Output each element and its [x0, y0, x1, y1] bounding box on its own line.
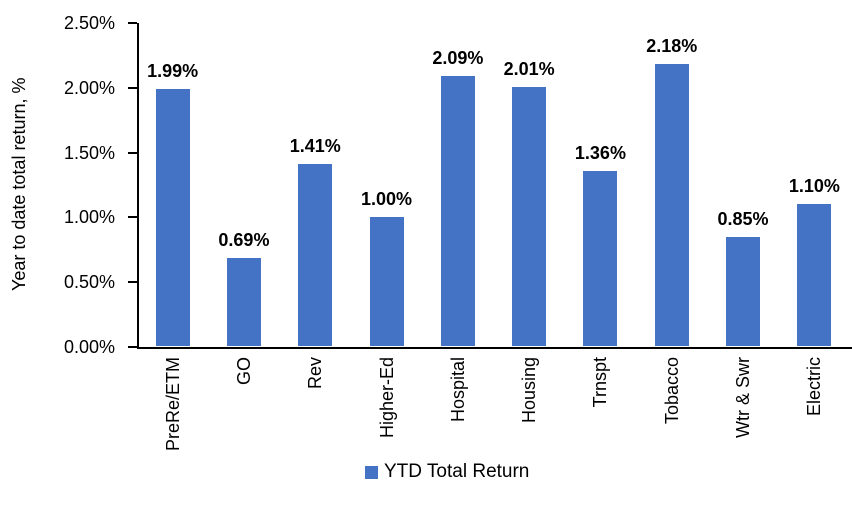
bar-value-label: 1.99% [147, 61, 199, 82]
bar [369, 217, 404, 346]
bar [583, 170, 618, 346]
bar-value-label: 2.18% [646, 36, 698, 57]
x-axis-label: Hospital [447, 357, 468, 423]
x-axis-label: PreRe/ETM [162, 357, 183, 452]
bar-value-label: 0.69% [218, 229, 270, 250]
bar-value-label: 2.01% [503, 58, 555, 79]
y-axis-tick-label: 1.00% [63, 207, 115, 228]
bar [797, 204, 832, 346]
y-axis-tick [128, 22, 137, 24]
x-axis-label: Trnspt [590, 357, 611, 408]
bar-value-label: 1.36% [574, 142, 626, 163]
bar [654, 64, 689, 346]
x-axis-label: Rev [305, 357, 326, 390]
legend-swatch-icon [365, 465, 378, 479]
bar-value-label: 0.85% [717, 208, 769, 229]
bar [726, 236, 761, 346]
bar [226, 257, 261, 346]
y-axis-tick [128, 346, 137, 348]
x-axis-label: Electric [804, 357, 825, 417]
bar [298, 164, 333, 346]
bar-value-label: 2.09% [432, 48, 484, 69]
bar [155, 89, 190, 346]
bar [512, 86, 547, 346]
y-axis-tick-label: 0.00% [63, 337, 115, 357]
y-axis-tick [128, 151, 137, 154]
y-axis-tick-label: 0.50% [63, 272, 115, 293]
x-axis-label: GO [233, 357, 254, 386]
bar [440, 76, 475, 346]
x-axis-label: Higher-Ed [376, 357, 397, 439]
x-axis-label: Wtr & Swr [733, 357, 754, 438]
bar-value-label: 1.00% [361, 189, 413, 210]
y-axis-tick [128, 281, 137, 284]
y-axis-tick-label: 1.50% [63, 142, 115, 163]
legend: YTD Total Return [365, 461, 529, 483]
y-axis-tick [128, 216, 137, 219]
x-axis-label: Housing [519, 357, 540, 424]
bar-value-label: 1.41% [289, 136, 341, 157]
y-axis-tick [128, 86, 137, 89]
y-axis-tick-label: 2.50% [63, 13, 115, 33]
y-axis-title: Year to date total return, % [9, 77, 29, 291]
legend-label: YTD Total Return [384, 461, 530, 482]
x-axis-label: Tobacco [661, 357, 682, 425]
bar-value-label: 1.10% [788, 176, 840, 197]
y-axis-tick-label: 2.00% [63, 77, 115, 98]
